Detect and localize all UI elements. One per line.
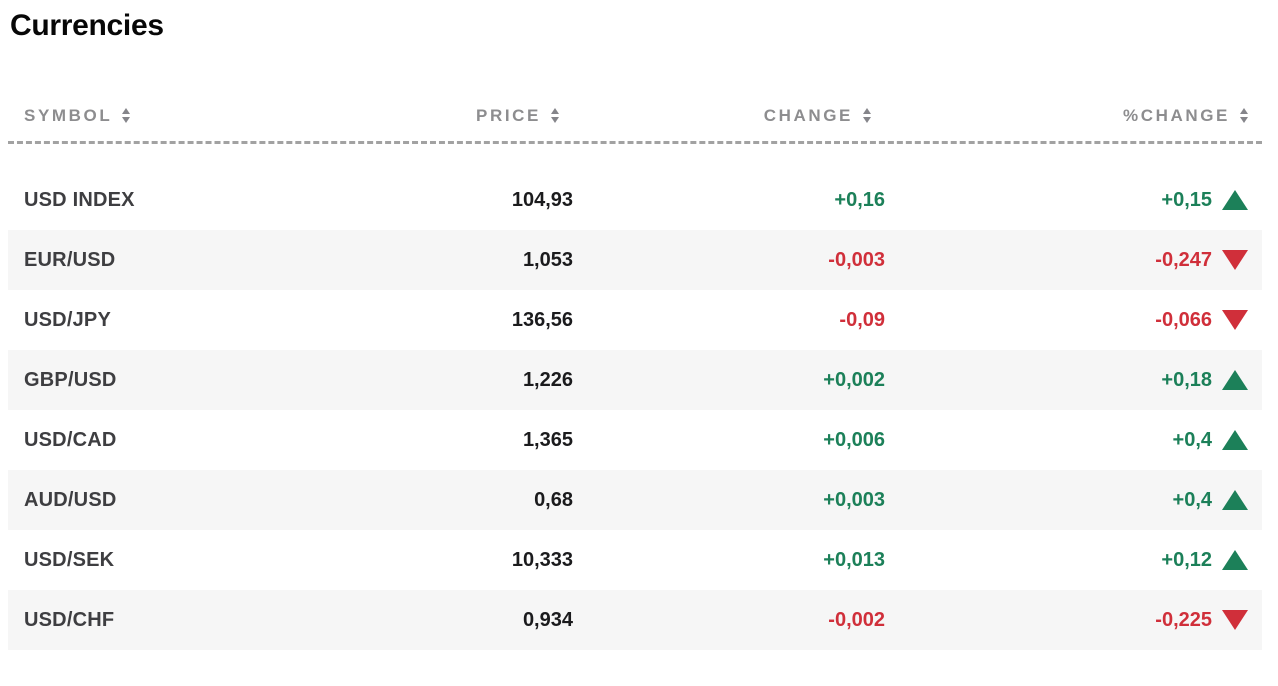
table-row-eur-usd[interactable]: EUR/USD 1,053 -0,003 -0,247 bbox=[8, 230, 1262, 290]
pct-change-value: -0,247 bbox=[1155, 248, 1212, 271]
table-row-usd-sek[interactable]: USD/SEK 10,333 +0,013 +0,12 bbox=[8, 530, 1262, 590]
sort-arrows-icon bbox=[551, 108, 559, 123]
symbol-cell[interactable]: USD/CHF bbox=[24, 608, 115, 631]
table-header-row: SYMBOL PRICE CHANGE %CHANGE bbox=[8, 104, 1262, 144]
currencies-widget: Currencies SYMBOL PRICE CHANGE %CHANGE U bbox=[8, 9, 1262, 650]
price-cell: 1,226 bbox=[522, 368, 573, 391]
pct-change-cell: +0,15 bbox=[885, 189, 1262, 212]
trend-up-icon bbox=[1222, 430, 1248, 450]
price-cell: 104,93 bbox=[511, 188, 573, 211]
column-header-pct-change-label: %CHANGE bbox=[1123, 105, 1230, 125]
sort-arrows-icon bbox=[1240, 108, 1248, 123]
column-header-pct-change[interactable]: %CHANGE bbox=[885, 106, 1262, 126]
column-header-symbol[interactable]: SYMBOL bbox=[8, 106, 308, 126]
change-cell: -0,002 bbox=[828, 608, 885, 631]
pct-change-value: -0,066 bbox=[1155, 308, 1212, 331]
change-cell: +0,013 bbox=[823, 548, 885, 571]
table-row-usd-chf[interactable]: USD/CHF 0,934 -0,002 -0,225 bbox=[8, 590, 1262, 650]
table-row-usd-jpy[interactable]: USD/JPY 136,56 -0,09 -0,066 bbox=[8, 290, 1262, 350]
pct-change-value: +0,12 bbox=[1161, 548, 1212, 571]
trend-up-icon bbox=[1222, 490, 1248, 510]
column-header-change-label: CHANGE bbox=[763, 105, 853, 125]
price-cell: 1,365 bbox=[522, 428, 573, 451]
pct-change-cell: +0,4 bbox=[885, 489, 1262, 512]
table-row-usd-cad[interactable]: USD/CAD 1,365 +0,006 +0,4 bbox=[8, 410, 1262, 470]
symbol-cell[interactable]: USD/JPY bbox=[24, 308, 111, 331]
pct-change-value: -0,225 bbox=[1155, 608, 1212, 631]
trend-up-icon bbox=[1222, 190, 1248, 210]
price-cell: 0,68 bbox=[534, 488, 573, 511]
change-cell: -0,09 bbox=[839, 308, 885, 331]
change-cell: +0,006 bbox=[823, 428, 885, 451]
trend-down-icon bbox=[1222, 610, 1248, 630]
price-cell: 10,333 bbox=[511, 548, 573, 571]
table-row-aud-usd[interactable]: AUD/USD 0,68 +0,003 +0,4 bbox=[8, 470, 1262, 530]
trend-up-icon bbox=[1222, 370, 1248, 390]
change-cell: +0,002 bbox=[823, 368, 885, 391]
pct-change-cell: +0,18 bbox=[885, 369, 1262, 392]
pct-change-value: +0,4 bbox=[1172, 488, 1212, 511]
pct-change-cell: +0,12 bbox=[885, 549, 1262, 572]
symbol-cell[interactable]: USD/CAD bbox=[24, 428, 117, 451]
pct-change-value: +0,15 bbox=[1161, 188, 1212, 211]
symbol-cell[interactable]: EUR/USD bbox=[24, 248, 116, 271]
symbol-cell[interactable]: GBP/USD bbox=[24, 368, 117, 391]
column-header-price-label: PRICE bbox=[476, 105, 541, 125]
table-body: USD INDEX 104,93 +0,16 +0,15 EUR/USD 1,0… bbox=[8, 170, 1262, 650]
trend-up-icon bbox=[1222, 550, 1248, 570]
sort-arrows-icon bbox=[122, 108, 131, 123]
trend-down-icon bbox=[1222, 250, 1248, 270]
column-header-symbol-label: SYMBOL bbox=[24, 105, 113, 125]
pct-change-cell: -0,225 bbox=[885, 609, 1262, 632]
table-row-usd-index[interactable]: USD INDEX 104,93 +0,16 +0,15 bbox=[8, 170, 1262, 230]
pct-change-cell: -0,066 bbox=[885, 309, 1262, 332]
change-cell: +0,003 bbox=[823, 488, 885, 511]
page-title: Currencies bbox=[10, 9, 164, 42]
symbol-cell[interactable]: AUD/USD bbox=[24, 488, 117, 511]
change-cell: +0,16 bbox=[834, 188, 885, 211]
trend-down-icon bbox=[1222, 310, 1248, 330]
column-header-change[interactable]: CHANGE bbox=[573, 106, 885, 126]
price-cell: 1,053 bbox=[522, 248, 573, 271]
pct-change-value: +0,4 bbox=[1172, 428, 1212, 451]
price-cell: 136,56 bbox=[511, 308, 573, 331]
pct-change-cell: +0,4 bbox=[885, 429, 1262, 452]
price-cell: 0,934 bbox=[522, 608, 573, 631]
pct-change-cell: -0,247 bbox=[885, 249, 1262, 272]
sort-arrows-icon bbox=[863, 108, 871, 123]
symbol-cell[interactable]: USD INDEX bbox=[24, 188, 135, 211]
symbol-cell[interactable]: USD/SEK bbox=[24, 548, 115, 571]
change-cell: -0,003 bbox=[828, 248, 885, 271]
table-row-gbp-usd[interactable]: GBP/USD 1,226 +0,002 +0,18 bbox=[8, 350, 1262, 410]
pct-change-value: +0,18 bbox=[1161, 368, 1212, 391]
column-header-price[interactable]: PRICE bbox=[308, 106, 573, 126]
currencies-table: SYMBOL PRICE CHANGE %CHANGE USD INDEX 10… bbox=[8, 104, 1262, 650]
